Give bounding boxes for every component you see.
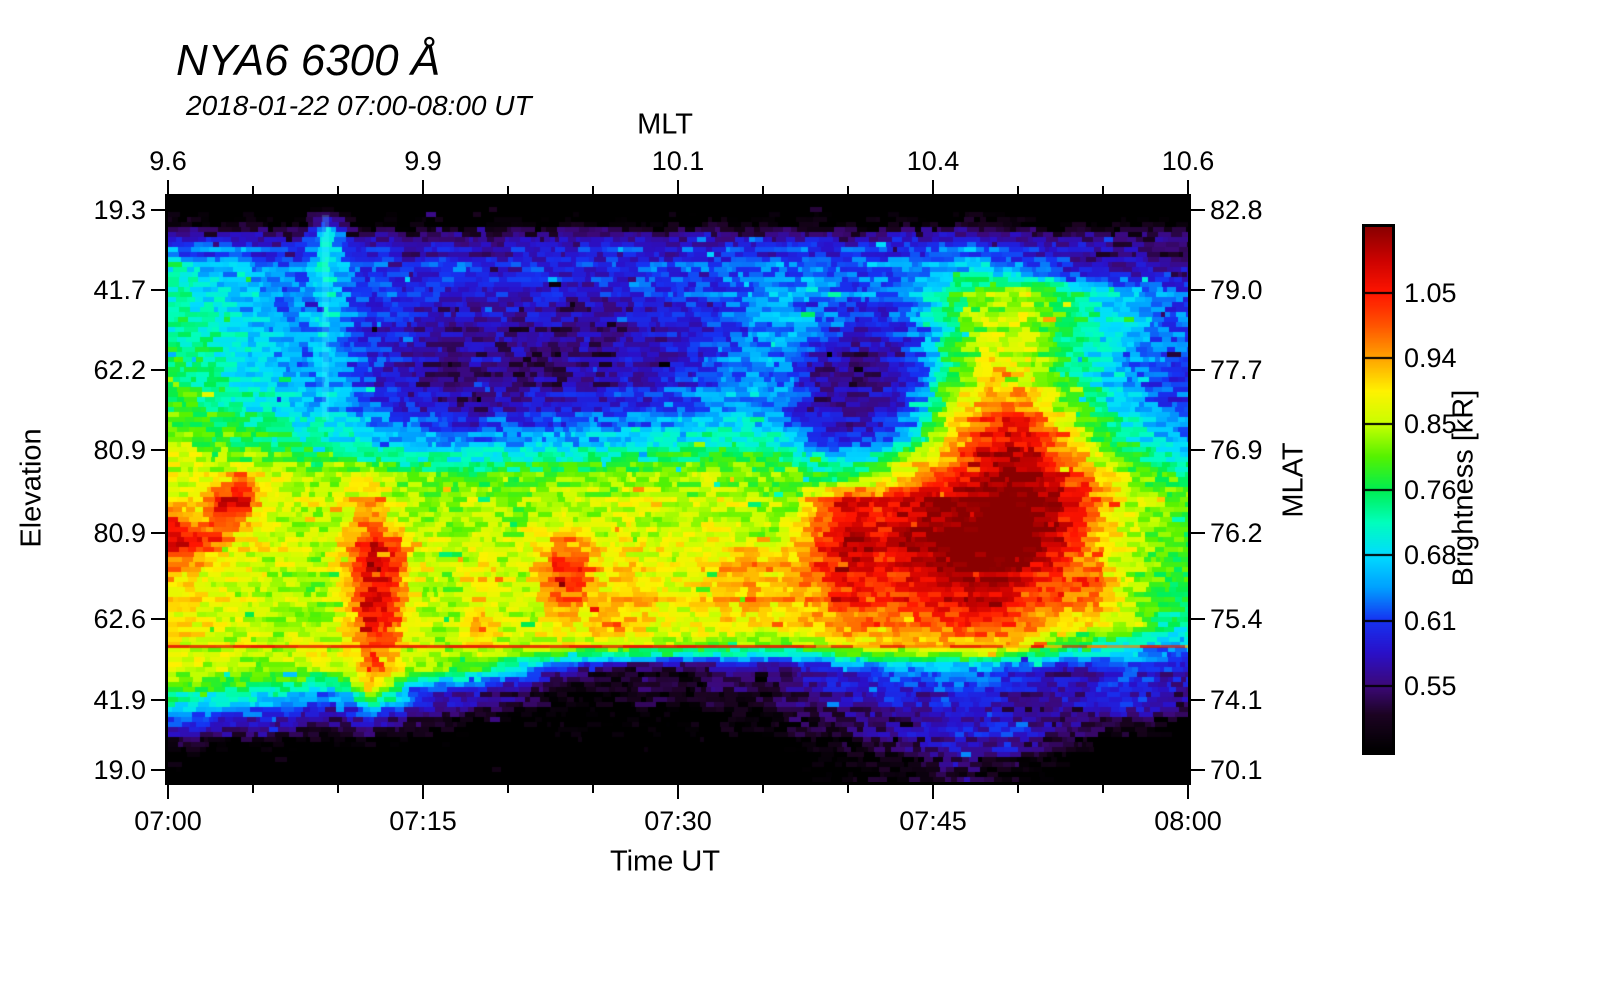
mlat-tick-label: 77.7 (1210, 355, 1263, 385)
mlat-tick-label: 76.9 (1210, 435, 1263, 465)
colorbar-frame (1362, 224, 1395, 755)
elevation-tick-label: 41.9 (93, 685, 146, 715)
top-minor-tick (1017, 186, 1019, 194)
left-tick (151, 769, 165, 771)
left-tick (151, 289, 165, 291)
top-major-tick (1187, 180, 1189, 194)
mlt-axis-title: MLT (637, 108, 693, 141)
top-minor-tick (1102, 186, 1104, 194)
plot-frame (165, 194, 1191, 785)
bottom-major-tick (422, 785, 424, 799)
top-major-tick (932, 180, 934, 194)
mlt-tick-label: 9.9 (404, 146, 442, 176)
bottom-minor-tick (1017, 785, 1019, 793)
page-title: NYA6 6300 Å (176, 36, 441, 85)
page-subtitle: 2018-01-22 07:00-08:00 UT (186, 90, 532, 121)
left-tick (151, 532, 165, 534)
colorbar-canvas (1365, 227, 1392, 752)
elevation-axis-title: Elevation (15, 428, 48, 548)
mlt-tick-label: 10.4 (906, 146, 960, 176)
left-tick (151, 699, 165, 701)
elevation-tick-label: 62.6 (93, 604, 146, 634)
left-tick (151, 369, 165, 371)
top-minor-tick (252, 186, 254, 194)
bottom-major-tick (1187, 785, 1189, 799)
left-tick (151, 209, 165, 211)
colorbar-tick-label: 0.68 (1404, 540, 1457, 570)
colorbar-tick-label: 0.76 (1404, 475, 1457, 505)
bottom-minor-tick (252, 785, 254, 793)
mlt-tick-label: 10.1 (651, 146, 705, 176)
colorbar-tick-label: 0.55 (1404, 671, 1457, 701)
bottom-major-tick (677, 785, 679, 799)
heatmap-canvas (168, 197, 1188, 782)
bottom-minor-tick (337, 785, 339, 793)
right-tick (1191, 618, 1205, 620)
left-tick (151, 449, 165, 451)
top-major-tick (422, 180, 424, 194)
colorbar-tick-label: 1.05 (1404, 278, 1457, 308)
colorbar-tick-label: 0.94 (1404, 343, 1457, 373)
elevation-tick-label: 19.3 (93, 195, 146, 225)
right-tick (1191, 769, 1205, 771)
elevation-tick-label: 62.2 (93, 355, 146, 385)
right-tick (1191, 209, 1205, 211)
time-axis-title: Time UT (609, 845, 721, 878)
time-tick-label: 07:30 (644, 806, 712, 836)
mlat-tick-label: 82.8 (1210, 195, 1263, 225)
elevation-tick-label: 19.0 (93, 755, 146, 785)
mlt-tick-label: 9.6 (149, 146, 187, 176)
bottom-minor-tick (507, 785, 509, 793)
top-minor-tick (762, 186, 764, 194)
bottom-minor-tick (762, 785, 764, 793)
bottom-minor-tick (592, 785, 594, 793)
colorbar-tick-label: 0.61 (1404, 606, 1457, 636)
mlat-tick-label: 76.2 (1210, 518, 1263, 548)
top-major-tick (677, 180, 679, 194)
right-tick (1191, 289, 1205, 291)
right-tick (1191, 699, 1205, 701)
bottom-major-tick (932, 785, 934, 799)
elevation-tick-label: 80.9 (93, 435, 146, 465)
top-minor-tick (337, 186, 339, 194)
colorbar-tick-label: 0.85 (1404, 409, 1457, 439)
time-tick-label: 08:00 (1154, 806, 1222, 836)
mlat-tick-label: 75.4 (1210, 604, 1263, 634)
mlt-tick-label: 10.6 (1161, 146, 1215, 176)
top-minor-tick (592, 186, 594, 194)
elevation-tick-label: 41.7 (93, 275, 146, 305)
right-tick (1191, 369, 1205, 371)
time-tick-label: 07:45 (899, 806, 967, 836)
bottom-minor-tick (847, 785, 849, 793)
bottom-minor-tick (1102, 785, 1104, 793)
mlat-tick-label: 74.1 (1210, 685, 1263, 715)
top-minor-tick (507, 186, 509, 194)
right-tick (1191, 449, 1205, 451)
top-minor-tick (847, 186, 849, 194)
elevation-tick-label: 80.9 (93, 518, 146, 548)
left-tick (151, 618, 165, 620)
mlat-tick-label: 79.0 (1210, 275, 1263, 305)
time-tick-label: 07:15 (389, 806, 457, 836)
right-tick (1191, 532, 1205, 534)
time-tick-label: 07:00 (134, 806, 202, 836)
mlat-tick-label: 70.1 (1210, 755, 1263, 785)
top-major-tick (167, 180, 169, 194)
bottom-major-tick (167, 785, 169, 799)
